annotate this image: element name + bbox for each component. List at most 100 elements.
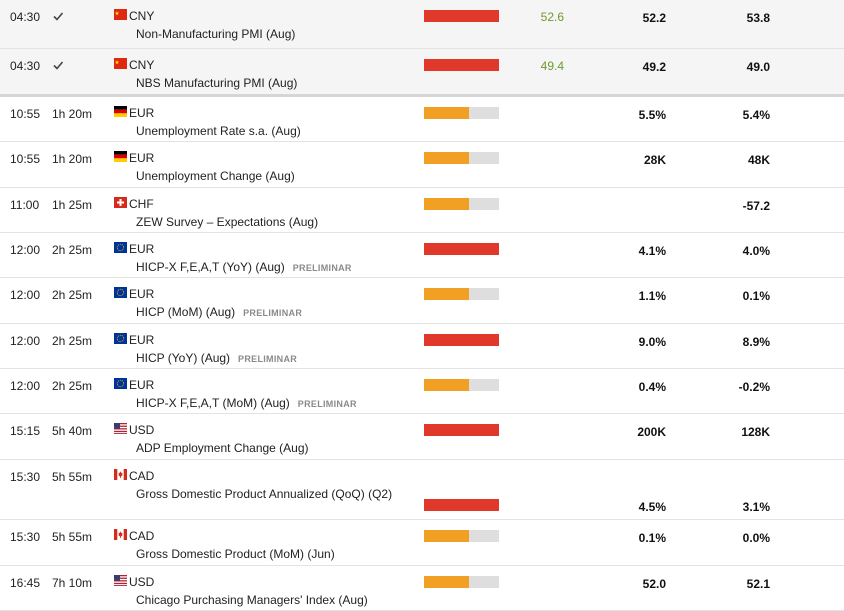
event-row[interactable]: 10:55 1h 20m EUR Unemployment Rate s.a. (Au… (0, 97, 844, 142)
event-row[interactable]: 04:30 CNY NBS Manufacturing PMI (Aug) 49.4 4… (0, 49, 844, 97)
event-name[interactable]: Gross Domestic Product Annualized (QoQ) … (136, 487, 392, 501)
preliminary-tag: PRELIMINAR (297, 399, 357, 409)
preliminary-tag: PRELIMINAR (243, 308, 303, 318)
impact-fill (424, 107, 469, 119)
flag-cn-icon (114, 9, 127, 20)
impact-bar (424, 334, 499, 346)
countdown: 2h 25m (52, 379, 93, 393)
previous-value: 0.0% (742, 531, 770, 545)
previous-value: 4.0% (742, 244, 770, 258)
currency-code: CHF (129, 197, 154, 211)
event-name[interactable]: ADP Employment Change (Aug) (136, 441, 309, 455)
forecast-value: 5.5% (638, 108, 666, 122)
forecast-value: 52.0 (642, 577, 666, 591)
preliminary-tag: PRELIMINAR (292, 263, 352, 273)
impact-bar (424, 198, 499, 210)
currency-code: CNY (129, 58, 155, 72)
event-name[interactable]: ZEW Survey – Expectations (Aug) (136, 215, 318, 229)
impact-bar (424, 10, 499, 22)
countdown: 1h 20m (52, 152, 93, 166)
impact-bar (424, 424, 499, 436)
impact-bar (424, 59, 499, 71)
impact-bar (424, 530, 499, 542)
event-name-text: Non-Manufacturing PMI (Aug) (136, 27, 296, 41)
flag-eu-icon (114, 333, 127, 344)
event-row[interactable]: 11:00 1h 25m CHF ZEW Survey – Expectations … (0, 188, 844, 233)
event-name[interactable]: Unemployment Rate s.a. (Aug) (136, 124, 301, 138)
impact-fill (424, 424, 499, 436)
flag-de-icon (114, 106, 127, 117)
event-time: 15:30 (10, 470, 41, 484)
event-row[interactable]: 12:00 2h 25m EUR HICP (YoY) (Aug) PRELIMINAR… (0, 324, 844, 369)
event-time: 04:30 (10, 59, 41, 73)
currency-code: CAD (129, 469, 155, 483)
event-row[interactable]: 04:30 CNY Non-Manufacturing PMI (Aug) 52.6 5… (0, 0, 844, 49)
flag-eu-icon (114, 242, 127, 253)
forecast-value: 0.1% (638, 531, 666, 545)
currency-code: EUR (129, 287, 155, 301)
event-name[interactable]: HICP (MoM) (Aug) PRELIMINAR (136, 305, 302, 320)
event-name[interactable]: HICP (YoY) (Aug) PRELIMINAR (136, 351, 297, 366)
event-row[interactable]: 10:55 1h 20m EUR Unemployment Change (Aug) 2… (0, 142, 844, 188)
currency-code: USD (129, 575, 155, 589)
event-row[interactable]: 16:45 7h 10m USD Chicago Purchasing Manager… (0, 566, 844, 611)
actual-value: 52.6 (540, 10, 564, 24)
event-time: 10:55 (10, 152, 41, 166)
previous-value: 53.8 (746, 11, 770, 25)
event-time: 11:00 (10, 198, 40, 212)
previous-value: 3.1% (742, 500, 770, 514)
impact-bar (424, 576, 499, 588)
forecast-value: 49.2 (642, 60, 666, 74)
countdown: 7h 10m (52, 576, 93, 590)
impact-fill (424, 576, 469, 588)
impact-bar (424, 152, 499, 164)
actual-value: 49.4 (540, 59, 564, 73)
event-row[interactable]: 15:15 5h 40m USD ADP Employment Change (Aug… (0, 414, 844, 460)
event-time: 10:55 (10, 107, 41, 121)
impact-bar (424, 243, 499, 255)
event-row[interactable]: 15:30 5h 55m CAD Gross Domestic Product Ann… (0, 460, 844, 520)
event-name[interactable]: Chicago Purchasing Managers' Index (Aug) (136, 593, 368, 607)
event-name-text: Gross Domestic Product Annualized (QoQ) … (136, 487, 393, 501)
countdown: 5h 55m (52, 470, 93, 484)
event-row[interactable]: 15:30 5h 55m CAD Gross Domestic Product (Mo… (0, 520, 844, 566)
flag-us-icon (114, 575, 127, 586)
flag-eu-icon (114, 287, 127, 298)
countdown: 1h 25m (52, 198, 93, 212)
previous-value: 128K (741, 425, 770, 439)
countdown: 5h 55m (52, 530, 93, 544)
event-row[interactable]: 12:00 2h 25m EUR HICP (MoM) (Aug) PRELIMINAR… (0, 278, 844, 324)
event-time: 15:30 (10, 530, 41, 544)
impact-fill (424, 59, 499, 71)
event-name[interactable]: Unemployment Change (Aug) (136, 169, 295, 183)
event-name[interactable]: Gross Domestic Product (MoM) (Jun) (136, 547, 335, 561)
currency-code: EUR (129, 378, 155, 392)
flag-ca-icon (114, 469, 127, 480)
preliminary-tag: PRELIMINAR (238, 354, 298, 364)
currency-code: EUR (129, 106, 155, 120)
currency-code: EUR (129, 242, 155, 256)
event-name[interactable]: HICP-X F,E,A,T (MoM) (Aug) PRELIMINAR (136, 396, 357, 411)
forecast-value: 9.0% (638, 335, 666, 349)
event-row[interactable]: 12:00 2h 25m EUR HICP-X F,E,A,T (MoM) (Aug)… (0, 369, 844, 414)
currency-code: EUR (129, 333, 155, 347)
check-icon (52, 10, 64, 25)
impact-fill (424, 530, 469, 542)
impact-bar (424, 107, 499, 119)
event-name-text: HICP (MoM) (Aug) (136, 305, 236, 319)
event-row[interactable]: 12:00 2h 25m EUR HICP-X F,E,A,T (YoY) (Aug)… (0, 233, 844, 278)
event-name[interactable]: Non-Manufacturing PMI (Aug) (136, 27, 295, 41)
previous-value: 52.1 (746, 577, 770, 591)
flag-ca-icon (114, 529, 127, 540)
currency-code: EUR (129, 151, 155, 165)
event-name[interactable]: NBS Manufacturing PMI (Aug) (136, 76, 297, 90)
flag-cn-icon (114, 58, 127, 69)
event-name-text: NBS Manufacturing PMI (Aug) (136, 76, 298, 90)
event-name-text: ADP Employment Change (Aug) (136, 441, 309, 455)
event-name[interactable]: HICP-X F,E,A,T (YoY) (Aug) PRELIMINAR (136, 260, 352, 275)
previous-value: 48K (747, 153, 770, 167)
impact-fill (424, 10, 499, 22)
forecast-value: 28K (643, 153, 666, 167)
forecast-value: 1.1% (638, 289, 666, 303)
